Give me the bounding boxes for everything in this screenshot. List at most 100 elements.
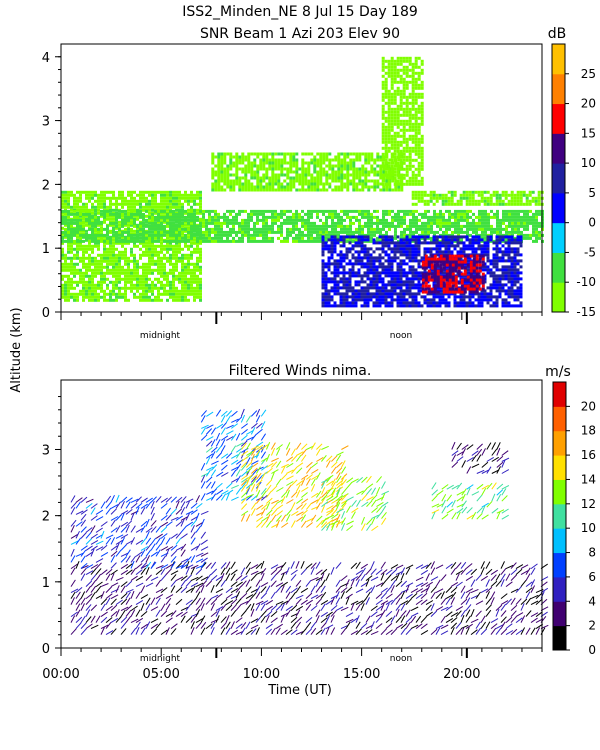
snr-cell-r1 (439, 227, 442, 231)
snr-cell-r1 (76, 239, 79, 243)
snr-cell-r0 (124, 292, 127, 296)
snr-cell-r0 (118, 289, 121, 293)
snr-cell-r0 (151, 298, 154, 302)
snr-cell-r0 (67, 256, 70, 260)
snr-cell-r1 (130, 209, 133, 213)
snr-cell-r0 (169, 280, 172, 284)
snr-cell-r1 (295, 218, 298, 222)
snr-cell-r2 (277, 161, 281, 165)
snr-cell-r4 (420, 110, 424, 114)
snr-cell-r4 (420, 116, 424, 120)
snr-cell-r4 (387, 113, 391, 117)
snr-cell-r1 (427, 221, 430, 225)
snr-cell-r0 (91, 277, 94, 281)
snr-cell-r2 (373, 188, 377, 192)
snr-cell-r1 (268, 215, 271, 219)
snr-cell-r0 (160, 211, 163, 215)
snr-cell-r4 (384, 170, 388, 174)
snr-cell-r5 (321, 304, 325, 308)
snr-cell-r2 (241, 155, 245, 159)
snr-cell-r0 (178, 274, 181, 278)
snr-cell-r0 (79, 199, 82, 203)
snr-cell-r1 (115, 212, 118, 216)
snr-cell-r1 (259, 212, 262, 216)
snr-cell-r1 (88, 236, 91, 240)
snr-cell-r1 (148, 233, 151, 237)
snr-cell-r1 (325, 209, 328, 213)
snr-cell-r2 (304, 188, 308, 192)
snr-cell-r1 (376, 224, 379, 228)
snr-cell-r4 (384, 110, 388, 114)
snr-cell-r5 (381, 292, 385, 296)
snr-cell-r2 (277, 176, 281, 180)
snr-cell-r1 (298, 239, 301, 243)
snr-cell-r2 (256, 164, 260, 168)
snr-cell-r1 (490, 227, 493, 231)
snr-cell-r1 (184, 227, 187, 231)
snr-cell-r1 (67, 236, 70, 240)
snr-cell-r4 (393, 176, 397, 180)
snr-cell-r1 (448, 224, 451, 228)
snr-cell-r2 (214, 188, 218, 192)
snr-cell-r1 (295, 227, 298, 231)
snr-cell-r2 (253, 164, 257, 168)
snr-cell-r0 (163, 277, 166, 281)
snr-cell-r0 (97, 280, 100, 284)
snr-cell-r0 (112, 256, 115, 260)
snr-cell-r2 (304, 161, 308, 165)
snr-cell-r1 (169, 218, 172, 222)
snr-cell-r5 (432, 301, 436, 305)
snr-cell-r0 (115, 298, 118, 302)
snr-cell-r5 (399, 262, 403, 266)
snr-cell-r0 (172, 250, 175, 254)
snr-cell-r1 (256, 221, 259, 225)
snr-cell-r1 (145, 209, 148, 213)
snr-cell-r0 (184, 286, 187, 290)
snr-cell-r0 (193, 274, 196, 278)
snr-cell-r0 (178, 298, 181, 302)
snr-cell-r0 (61, 241, 64, 245)
snr-cell-r3 (534, 199, 538, 203)
snr-cell-r0 (139, 274, 142, 278)
snr-cell-r5 (372, 301, 376, 305)
snr-cell-r4 (414, 110, 418, 114)
snr-cell-r1 (169, 230, 172, 234)
snr-cell-r0 (199, 292, 202, 296)
snr-cell-r5 (417, 283, 421, 287)
snr-cell-r1 (256, 215, 259, 219)
snr-cell-r1 (67, 215, 70, 219)
snr-cell-r5 (471, 304, 475, 308)
snr-cell-r4 (381, 104, 385, 108)
snr-cell-r1 (337, 218, 340, 222)
snr-cell-r5 (411, 298, 415, 302)
snr-cell-r1 (202, 224, 205, 228)
snr-cell-r1 (238, 230, 241, 234)
snr-cell-r2 (280, 167, 284, 171)
snr-cell-r0 (142, 262, 145, 266)
snr-cell-r1 (88, 239, 91, 243)
snr-cell-r1 (403, 221, 406, 225)
snr-cell-r3 (504, 196, 508, 200)
snr-cell-r5 (378, 241, 382, 245)
snr-cell-r5 (411, 253, 415, 257)
snr-cell-r5 (465, 280, 469, 284)
snr-cell-r1 (490, 215, 493, 219)
snr-cell-r5 (324, 280, 328, 284)
snr-cell-r1 (184, 215, 187, 219)
snr-cell-r0 (193, 202, 196, 206)
snr-cell-r0 (157, 259, 160, 263)
snr-cell-r2 (352, 179, 356, 183)
snr-cell-r1 (148, 221, 151, 225)
snr-cell-r4 (420, 104, 424, 108)
snr-cell-r5 (414, 301, 418, 305)
snr-cell-r1 (373, 233, 376, 237)
snr-cell-r2 (304, 152, 308, 156)
snr-cell-r1 (334, 221, 337, 225)
snr-cell-r1 (214, 215, 217, 219)
snr-cell-r5 (411, 238, 415, 242)
snr-cell-r1 (121, 221, 124, 225)
snr-cell-r2 (292, 179, 296, 183)
snr-cell-r4 (411, 107, 415, 111)
snr-cell-r3 (468, 202, 472, 206)
snr-cell-r4 (408, 146, 412, 150)
